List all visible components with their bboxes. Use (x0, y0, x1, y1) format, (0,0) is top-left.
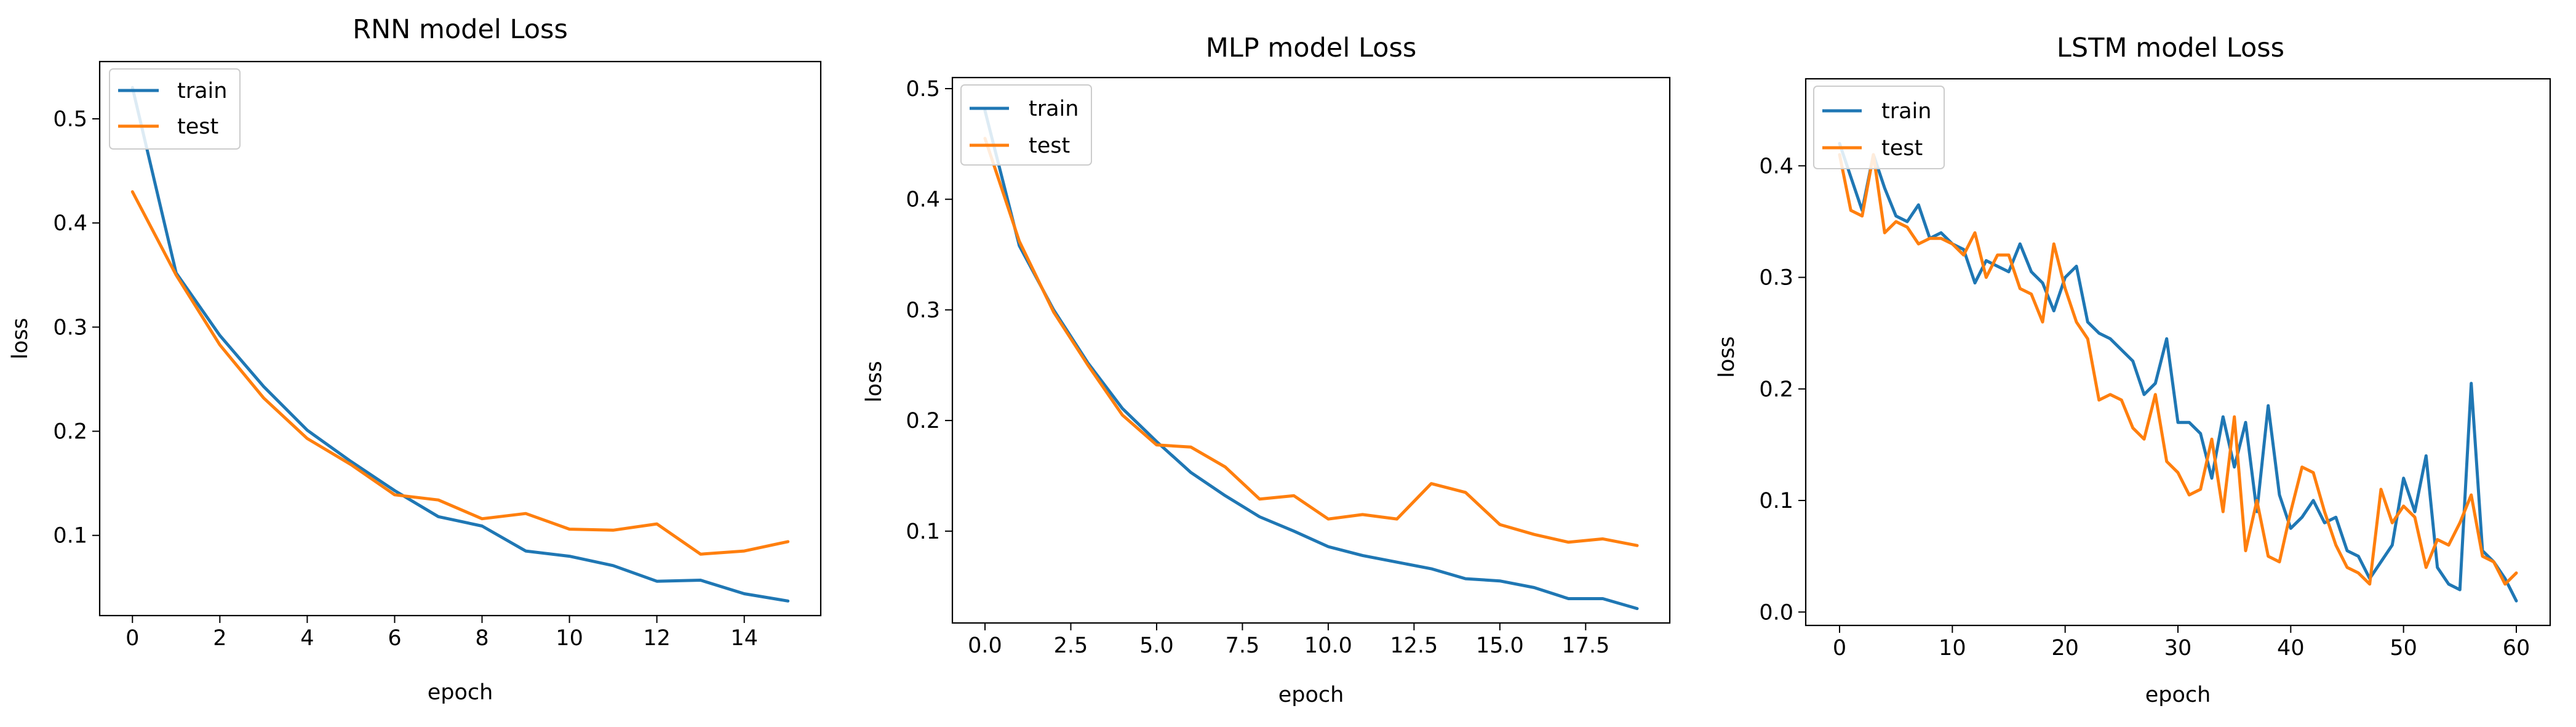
legend-test-label: test (1881, 136, 1923, 161)
y-tick-label: 0.5 (906, 77, 940, 102)
x-tick-label: 10 (1939, 636, 1966, 661)
x-tick-label: 10 (556, 626, 583, 651)
x-tick-label: 20 (2051, 636, 2079, 661)
train-loss-line (1838, 142, 2518, 603)
legend-train-label: train (1881, 99, 1931, 124)
x-tick-label: 40 (2277, 636, 2305, 661)
x-tick-label: 12 (643, 626, 671, 651)
series-lines (130, 86, 790, 603)
x-tick-label: 5.0 (1139, 633, 1174, 658)
chart-title: MLP model Loss (1206, 33, 1417, 63)
y-axis-label: loss (8, 318, 33, 359)
axes-frame (98, 60, 822, 617)
x-tick-label: 2 (213, 626, 226, 651)
x-axis-label: epoch (1278, 683, 1344, 707)
x-tick-label: 0 (126, 626, 139, 651)
legend-train-label: train (177, 79, 227, 103)
lstm-loss-chart: LSTM model Loss 0 10 20 30 40 50 60 0.0 0.1 0.2 0.… (1715, 33, 2551, 707)
ticks: 0 2 4 6 8 10 12 14 0.1 0.2 0.3 0.4 0.5 (53, 107, 758, 651)
series-lines (1838, 142, 2518, 603)
x-tick-label: 0 (1833, 636, 1846, 661)
series-lines (983, 109, 1639, 611)
x-axis-label: epoch (428, 680, 493, 705)
x-axis-label: epoch (2145, 683, 2211, 707)
x-tick-label: 30 (2164, 636, 2192, 661)
y-tick-label: 0.1 (906, 520, 940, 544)
x-tick-label: 15.0 (1476, 633, 1524, 658)
x-tick-label: 10.0 (1304, 633, 1352, 658)
x-tick-label: 14 (730, 626, 758, 651)
legend-train-label: train (1029, 97, 1079, 121)
chart-title: LSTM model Loss (2057, 33, 2284, 63)
legend-test-label: test (177, 114, 218, 139)
legend: train test (1813, 86, 1945, 169)
x-tick-label: 50 (2390, 636, 2417, 661)
y-tick-label: 0.1 (53, 524, 87, 548)
chart-title: RNN model Loss (353, 14, 568, 45)
legend-test-label: test (1029, 134, 1070, 158)
y-tick-label: 0.3 (906, 298, 940, 323)
x-tick-label: 2.5 (1054, 633, 1088, 658)
test-loss-line (1838, 153, 2518, 586)
y-tick-label: 0.2 (906, 409, 940, 433)
x-tick-label: 12.5 (1390, 633, 1438, 658)
ticks: 0.0 2.5 5.0 7.5 10.0 12.5 15.0 17.5 0.1 0.2 0.3 0.4… (906, 77, 1609, 658)
test-loss-line (983, 137, 1639, 547)
y-tick-label: 0.1 (1759, 489, 1793, 513)
y-tick-label: 0.4 (906, 188, 940, 212)
y-axis-label: loss (862, 361, 887, 403)
legend: train test (960, 84, 1092, 166)
ticks: 0 10 20 30 40 50 60 0.0 0.1 0.2 0.3 0.4 (1759, 154, 2530, 661)
x-tick-label: 0.0 (968, 633, 1002, 658)
test-loss-line (130, 190, 790, 556)
x-tick-label: 7.5 (1226, 633, 1260, 658)
rnn-loss-chart: RNN model Loss 0 2 4 6 8 10 12 14 0.1 0.2 0.3 0.4 0.… (8, 14, 822, 705)
y-tick-label: 0.0 (1759, 600, 1793, 625)
y-tick-label: 0.3 (1759, 266, 1793, 291)
y-tick-label: 0.4 (1759, 154, 1793, 179)
train-loss-line (130, 86, 790, 603)
x-tick-label: 60 (2503, 636, 2530, 661)
legend: train test (109, 68, 241, 150)
axes-frame (951, 76, 1671, 624)
x-tick-label: 8 (475, 626, 488, 651)
x-tick-label: 4 (300, 626, 314, 651)
y-tick-label: 0.2 (1759, 377, 1793, 402)
train-loss-line (983, 109, 1639, 611)
y-tick-label: 0.5 (53, 107, 87, 132)
y-tick-label: 0.3 (53, 315, 87, 340)
y-tick-label: 0.4 (53, 211, 87, 236)
mlp-loss-chart: MLP model Loss 0.0 2.5 5.0 7.5 10.0 12.5 15.0 1… (862, 33, 1671, 707)
x-tick-label: 6 (388, 626, 401, 651)
y-axis-label: loss (1715, 336, 1739, 378)
x-tick-label: 17.5 (1561, 633, 1609, 658)
y-tick-label: 0.2 (53, 420, 87, 444)
